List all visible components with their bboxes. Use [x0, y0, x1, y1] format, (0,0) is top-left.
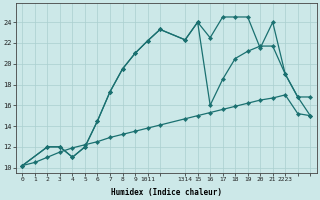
X-axis label: Humidex (Indice chaleur): Humidex (Indice chaleur)	[111, 188, 222, 197]
